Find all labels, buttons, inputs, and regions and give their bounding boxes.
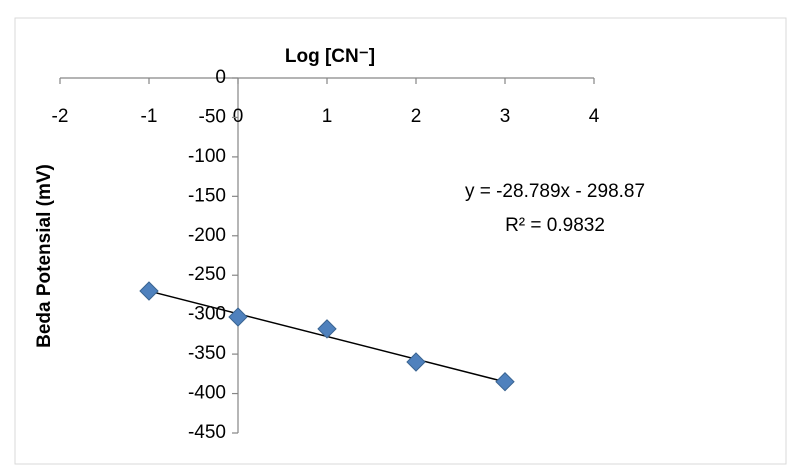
y-tick-label: -100 bbox=[188, 146, 226, 167]
y-tick-label: -250 bbox=[188, 264, 226, 285]
point bbox=[495, 372, 515, 392]
point bbox=[228, 307, 248, 327]
x-axis-title: Log [CN⁻] bbox=[285, 46, 375, 67]
x-tick-label: 1 bbox=[322, 106, 333, 127]
y-tick-label: -200 bbox=[188, 225, 226, 246]
chart-frame bbox=[14, 17, 787, 465]
x-tick-label: 2 bbox=[411, 106, 422, 127]
x-tick-label: -1 bbox=[141, 106, 158, 127]
x-tick-label: 3 bbox=[500, 106, 511, 127]
y-tick-label: -50 bbox=[199, 106, 226, 127]
x-tick-label: 0 bbox=[233, 106, 244, 127]
y-axis-title: Beda Potensial (mV) bbox=[34, 164, 55, 348]
y-tick-label: -150 bbox=[188, 185, 226, 206]
y-tick-label: -450 bbox=[188, 422, 226, 443]
y-tick-label: 0 bbox=[215, 67, 226, 88]
y-tick-label: -400 bbox=[188, 383, 226, 404]
x-tick-label: -2 bbox=[52, 106, 69, 127]
point bbox=[406, 352, 426, 372]
point bbox=[139, 281, 159, 301]
r-squared: R² = 0.9832 bbox=[505, 215, 605, 236]
y-tick-label: -350 bbox=[188, 343, 226, 364]
y-tick-label: -300 bbox=[188, 304, 226, 325]
point bbox=[317, 319, 337, 339]
equation: y = -28.789x - 298.87 bbox=[465, 181, 645, 202]
x-tick-label: 4 bbox=[589, 106, 600, 127]
